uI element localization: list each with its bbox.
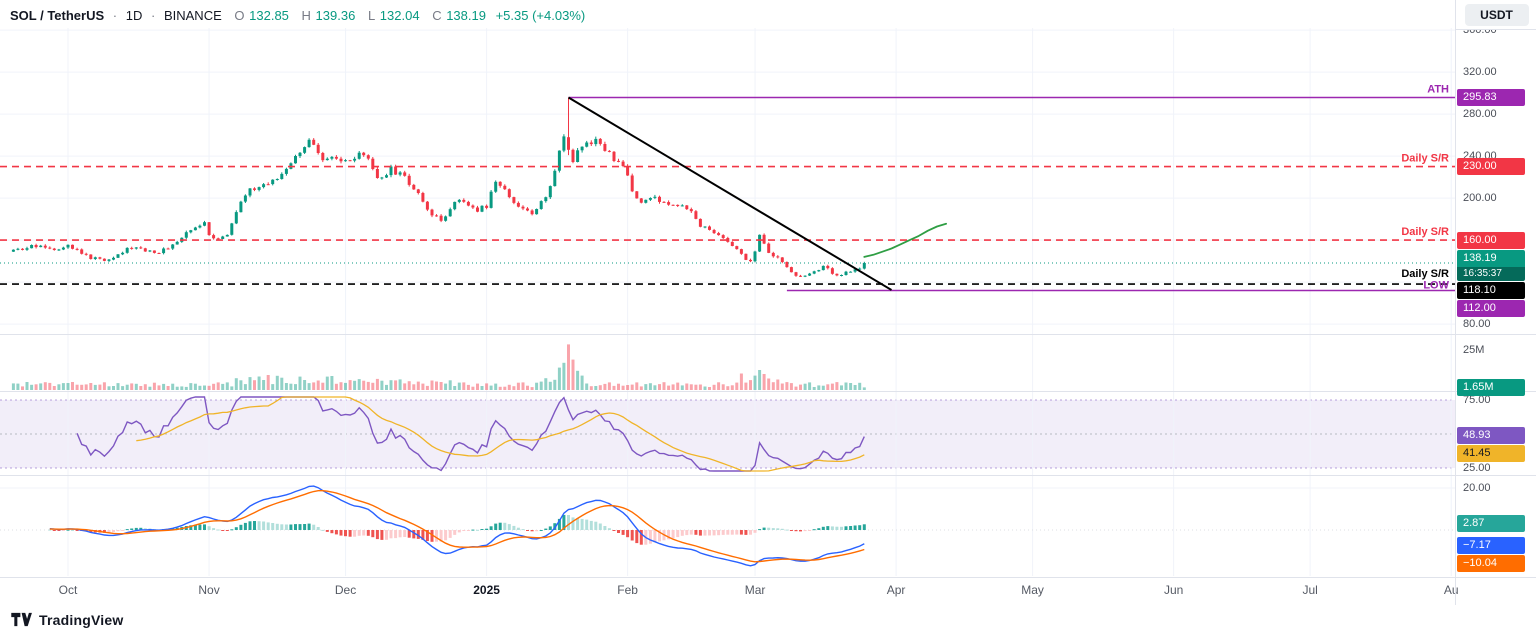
candlestick-series [11,97,866,278]
legend-separator: · [151,8,156,24]
time-axis-label: Feb [617,583,638,597]
axis-tick-label: 320.00 [1463,66,1497,79]
symbol-title[interactable]: SOL / TetherUS [10,8,105,24]
level-label: Daily S/R [1401,226,1449,238]
macd-line [49,485,865,567]
time-axis-label: Oct [58,583,78,597]
level-price-badge: 160.00 [1457,231,1525,249]
current-price-badge: 138.19 16:35:37 [1457,249,1525,281]
grid-lines [0,28,1455,576]
macd-indicator [48,485,866,567]
high-label: H [301,8,311,24]
volume-series [11,344,866,390]
rsi-band [0,399,1455,469]
level-price-badge: 118.10 [1457,281,1525,299]
close-value: 138.19 [446,8,486,24]
time-axis-label: Au [1443,583,1459,597]
level-price-badge: 230.00 [1457,158,1525,176]
rsi-ma-line [136,396,865,472]
support-resistance-lines[interactable] [0,96,1455,292]
chart-legend: SOL / TetherUS · 1D · BINANCE O 132.85 H… [10,7,585,23]
rsi-badge: 48.93 [1457,426,1525,444]
macd-hist-badge: 2.87 [1457,515,1525,533]
time-axis-label: 2025 [473,583,500,597]
macd-signal-line [49,490,865,563]
axis-tick-label: 25.00 [1463,462,1491,474]
axis-tick-label: 75.00 [1463,394,1491,406]
close-label: C [432,8,442,24]
low-label: L [367,8,376,24]
level-price-badge: 112.00 [1457,299,1525,317]
legend-separator: · [112,8,118,24]
axis-tick-label: 280.00 [1463,108,1497,121]
low-value: 132.04 [379,8,420,24]
axis-tick-label: 20.00 [1463,482,1491,494]
time-axis[interactable]: Oct Nov Dec 2025 Feb Mar Apr May Jun Jul Au [0,577,1536,605]
open-label: O [234,8,245,24]
macd-badge: −7.17 [1457,536,1525,554]
open-value: 132.85 [249,8,289,24]
level-label: LOW [1423,280,1449,292]
level-price-badge: 295.83 [1457,88,1525,106]
axis-tick-label: 200.00 [1463,192,1497,205]
level-label: Daily S/R [1401,268,1449,280]
time-axis-label: May [1021,583,1044,597]
axis-tick-label: 25M [1463,344,1485,356]
trendline-drawing[interactable] [567,96,893,291]
rsi-ma-badge: 41.45 [1457,444,1525,462]
high-value: 139.36 [315,8,356,24]
time-axis-label: Dec [334,583,357,597]
projection-curve[interactable] [863,222,947,258]
price-axis-header: USDT [1455,0,1536,30]
time-axis-label: Mar [744,583,766,597]
time-axis-label: Jun [1163,583,1184,597]
tradingview-logo[interactable]: TradingView [39,611,124,628]
change-value: +5.35 (+4.03%) [495,8,586,24]
macd-signal-badge: −10.04 [1457,554,1525,572]
pane-dividers [0,334,1536,476]
tradingview-logo-icon [11,612,32,627]
rsi-line [76,396,865,472]
level-label: Daily S/R [1401,153,1449,165]
rsi-indicator [76,396,865,472]
time-axis-label: Apr [886,583,906,597]
time-axis-label: Nov [198,583,220,597]
price-axis[interactable]: 360.00 320.00 280.00 240.00 200.00 80.00 25M 75… [1455,0,1536,605]
level-label: ATH [1427,84,1449,96]
currency-toggle-button[interactable]: USDT [1464,3,1529,26]
axis-tick-label: 80.00 [1463,318,1491,331]
volume-badge: 1.65M [1457,378,1525,396]
exchange-label[interactable]: BINANCE [163,8,222,24]
time-axis-label: Jul [1302,583,1318,597]
interval-button[interactable]: 1D [125,8,143,24]
footer-bar: TradingView [10,611,123,628]
